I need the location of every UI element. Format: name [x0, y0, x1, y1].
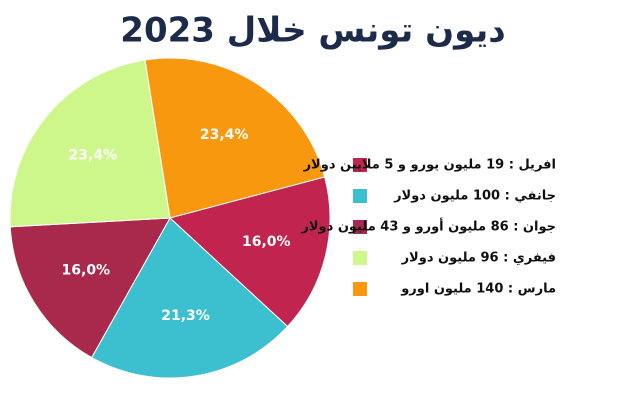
legend-swatch	[353, 282, 367, 296]
legend-label: فيفري : 96 مليون دولار	[401, 251, 556, 266]
pie-slice	[9, 59, 171, 228]
legend-label: افريل : 19 مليون يورو و 5 ملايين دولار	[303, 158, 556, 173]
chart-title: ديون تونس خلال 2023	[120, 11, 505, 51]
legend-swatch	[353, 158, 367, 172]
pie-slice	[168, 176, 331, 328]
legend-swatch	[353, 220, 367, 234]
pie-slice	[144, 57, 326, 219]
pie-slice	[91, 217, 289, 379]
legend-label: مارس : 140 مليون اورو	[400, 282, 556, 297]
legend-label: جانفي : 100 مليون دولار	[393, 189, 556, 204]
value-label: 16,0%	[62, 262, 111, 278]
legend-label: جوان : 86 مليون أورو و 43 مليون دولار	[300, 218, 556, 235]
value-label: 16,0%	[242, 234, 291, 250]
value-label: 23,4%	[69, 148, 118, 164]
value-label: 23,4%	[200, 127, 249, 143]
pie-slice	[9, 217, 171, 359]
legend-swatch	[353, 251, 367, 265]
legend-swatch	[353, 189, 367, 203]
value-label: 21,3%	[161, 308, 210, 324]
